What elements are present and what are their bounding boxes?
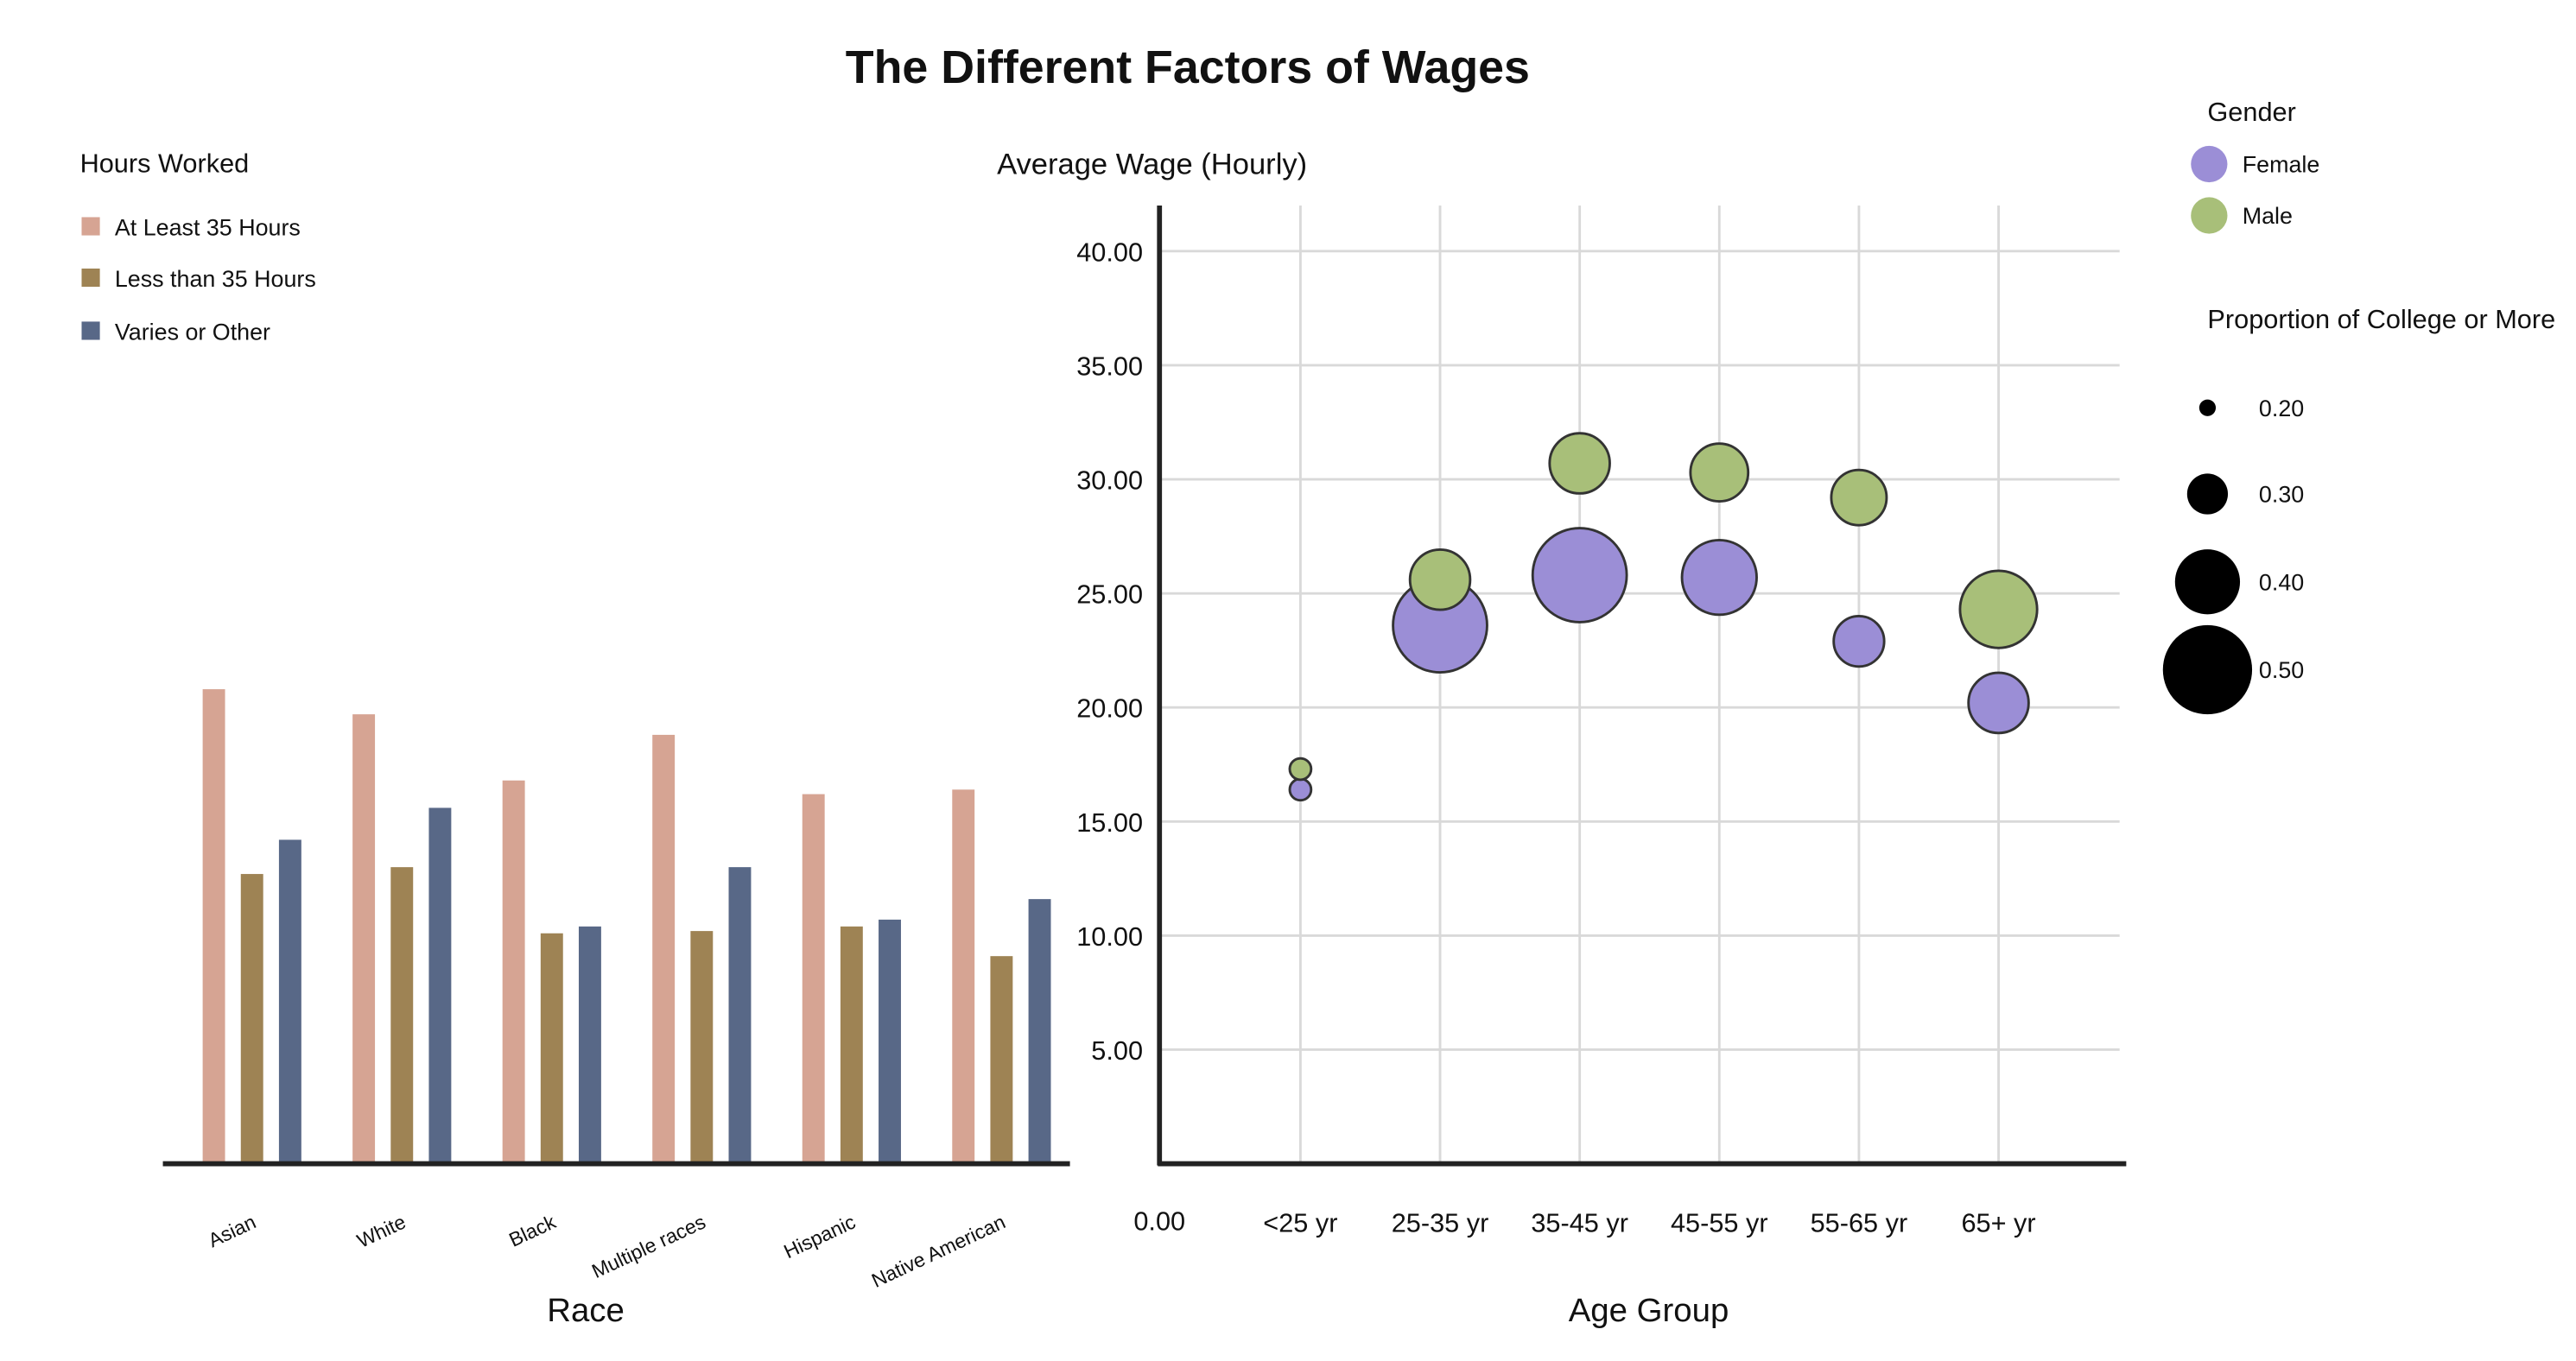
legend-swatch-less-than-35 xyxy=(81,268,100,288)
size-legend-label: 0.30 xyxy=(2259,482,2304,508)
size-legend-label: 0.20 xyxy=(2259,396,2304,421)
bar-asian-less-than-35-hours xyxy=(240,874,263,1164)
bar-white-less-than-35-hours xyxy=(390,867,414,1164)
age-x-axis-title: Age Group xyxy=(1569,1292,1729,1329)
size-legend-label: 0.50 xyxy=(2259,657,2304,683)
size-legend-title: Proportion of College or More xyxy=(2207,304,2555,334)
bar-white-at-least-35-hours xyxy=(352,714,376,1164)
bubble-male-65-yr xyxy=(1958,569,2039,649)
bar-native-american-less-than-35-hours xyxy=(990,956,1013,1164)
bubble-female-35-45-yr xyxy=(1531,527,1628,624)
wage-tick-labels: 0.00 5.00 10.00 15.00 20.00 25.00 30.00 35.00 40… xyxy=(1076,237,1185,1236)
bubble-female-55-65-yr xyxy=(1832,614,1886,668)
bar-marks xyxy=(202,689,1051,1164)
age-label-35-45-yr: 35-45 yr xyxy=(1531,1207,1628,1238)
bar-hispanic-varies-or-other xyxy=(879,919,901,1164)
size-legend-dot xyxy=(2198,399,2217,416)
bar-hispanic-at-least-35-hours xyxy=(802,794,825,1164)
legend-male-dot xyxy=(2191,197,2228,234)
bubble-female-45-55-yr xyxy=(1680,538,1758,617)
bar-asian-at-least-35-hours xyxy=(202,689,225,1164)
bar-native-american-varies-or-other xyxy=(1028,899,1051,1164)
size-legend-label: 0.40 xyxy=(2259,569,2304,595)
bar-multiple-races-at-least-35-hours xyxy=(652,734,676,1164)
bubble-male-25-35-yr xyxy=(1408,548,1472,611)
bubble-male-25-yr xyxy=(1288,756,1313,782)
race-label-multiple-races: Multiple races xyxy=(588,1210,709,1282)
race-tick-labels: Asian White Black Multiple races Hispanic Nat… xyxy=(205,1210,1009,1292)
bar-black-less-than-35-hours xyxy=(540,933,563,1164)
age-label-25-yr: <25 yr xyxy=(1263,1207,1337,1238)
race-label-asian: Asian xyxy=(205,1210,259,1251)
legend-swatch-varies xyxy=(81,321,100,340)
wage-tick-label: 20.00 xyxy=(1076,693,1143,724)
age-label-45-55-yr: 45-55 yr xyxy=(1671,1207,1768,1238)
bar-native-american-at-least-35-hours xyxy=(952,789,975,1164)
race-label-hispanic: Hispanic xyxy=(780,1210,859,1263)
wage-y-axis-title: Average Wage (Hourly) xyxy=(997,149,1307,181)
bubble-female-65-yr xyxy=(1967,671,2030,735)
bar-white-varies-or-other xyxy=(428,807,452,1164)
bubble-male-55-65-yr xyxy=(1830,468,1888,527)
bubble-female-25-yr xyxy=(1288,777,1313,802)
size-legend-dot xyxy=(2174,549,2241,615)
age-label-65-yr: 65+ yr xyxy=(1961,1207,2035,1238)
bar-black-varies-or-other xyxy=(578,926,601,1164)
bar-asian-varies-or-other xyxy=(278,839,301,1164)
size-legend-dot xyxy=(2162,624,2253,715)
wage-tick-label: 0.00 xyxy=(1133,1206,1185,1236)
bubble-marks xyxy=(1288,432,2039,802)
race-label-native-american: Native American xyxy=(868,1210,1009,1291)
gender-legend-title: Gender xyxy=(2207,97,2295,127)
bar-multiple-races-varies-or-other xyxy=(728,867,752,1164)
hours-legend-title: Hours Worked xyxy=(80,149,250,179)
legend-female-label: Female xyxy=(2243,152,2320,178)
wage-tick-label: 25.00 xyxy=(1076,579,1143,610)
bubble-male-45-55-yr xyxy=(1689,442,1750,503)
legend-label-at-least-35: At Least 35 Hours xyxy=(115,215,301,241)
wage-tick-label: 5.00 xyxy=(1091,1035,1143,1066)
bar-black-at-least-35-hours xyxy=(502,780,525,1164)
bar-hispanic-less-than-35-hours xyxy=(840,926,863,1164)
age-tick-labels: <25 yr 25-35 yr 35-45 yr 45-55 yr 55-65 yr 65… xyxy=(1263,1207,2035,1238)
legend-male-label: Male xyxy=(2243,203,2293,229)
bubble-male-35-45-yr xyxy=(1548,432,1611,495)
legend-swatch-at-least-35 xyxy=(81,217,100,236)
legend-female-dot xyxy=(2191,145,2228,183)
grid-lines xyxy=(1159,206,2120,1164)
legend-label-less-than-35: Less than 35 Hours xyxy=(115,266,316,292)
size-legend-dot xyxy=(2186,473,2229,515)
size-legend: 0.20 0.30 0.40 0.50 xyxy=(2162,396,2304,715)
bar-x-axis-title: Race xyxy=(547,1292,625,1329)
wage-tick-label: 30.00 xyxy=(1076,465,1143,496)
race-label-black: Black xyxy=(505,1210,559,1251)
race-label-white: White xyxy=(353,1210,409,1251)
age-label-25-35-yr: 25-35 yr xyxy=(1392,1207,1489,1238)
wage-tick-label: 35.00 xyxy=(1076,351,1143,381)
chart-title: The Different Factors of Wages xyxy=(846,41,1530,93)
age-label-55-65-yr: 55-65 yr xyxy=(1811,1207,1908,1238)
wage-tick-label: 15.00 xyxy=(1076,807,1143,838)
wage-tick-label: 10.00 xyxy=(1076,921,1143,952)
bar-multiple-races-less-than-35-hours xyxy=(690,931,714,1164)
legend-label-varies: Varies or Other xyxy=(115,320,270,345)
wage-tick-label: 40.00 xyxy=(1076,237,1143,267)
